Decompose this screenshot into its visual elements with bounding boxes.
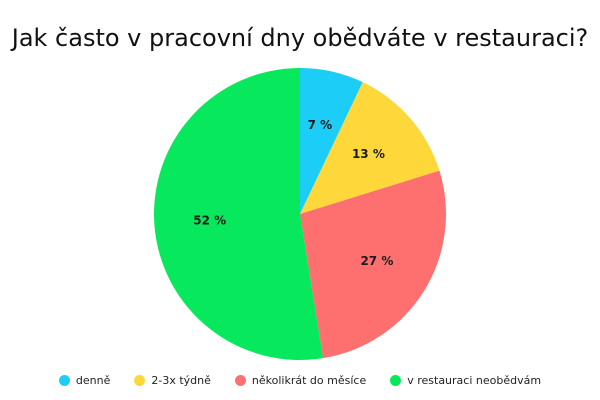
legend-item-nekolikrat-do-mesice[interactable]: několikrát do měsíce (234, 374, 367, 387)
legend-item-2-3x-tydne[interactable]: 2-3x týdně (134, 374, 211, 387)
legend-item-v-restauraci-neobedvam[interactable]: v restauraci neobědvám (390, 374, 541, 387)
chart-title: Jak často v pracovní dny obědváte v rest… (11, 24, 589, 52)
pie-slice-denne[interactable] (300, 68, 363, 214)
legend-label: v restauraci neobědvám (407, 374, 542, 387)
pie-slice-2-3x-tydne[interactable] (300, 82, 440, 214)
legend-marker (58, 375, 70, 386)
legend-marker (134, 375, 146, 386)
legend-label: 2-3x týdně (151, 374, 211, 387)
pie-slice-v-restauraci-neobedvam[interactable] (153, 68, 324, 361)
data-label-2-3x-tydne: 13 % (352, 147, 385, 161)
data-label-nekolikrat-do-mesice: 27 % (360, 254, 393, 268)
data-label-v-restauraci-neobedvam: 52 % (193, 214, 226, 228)
legend-item-denne[interactable]: denně (58, 374, 111, 387)
legend-marker (234, 375, 246, 386)
legend-label: několikrát do měsíce (251, 374, 367, 387)
legend: denně 2-3x týdně několikrát do měsíce v … (0, 374, 600, 387)
data-label-denne: 7 % (308, 118, 333, 132)
legend-label: denně (75, 374, 111, 387)
pie-slice-nekolikrat-do-mesice[interactable] (300, 170, 446, 359)
legend-marker (390, 375, 402, 386)
